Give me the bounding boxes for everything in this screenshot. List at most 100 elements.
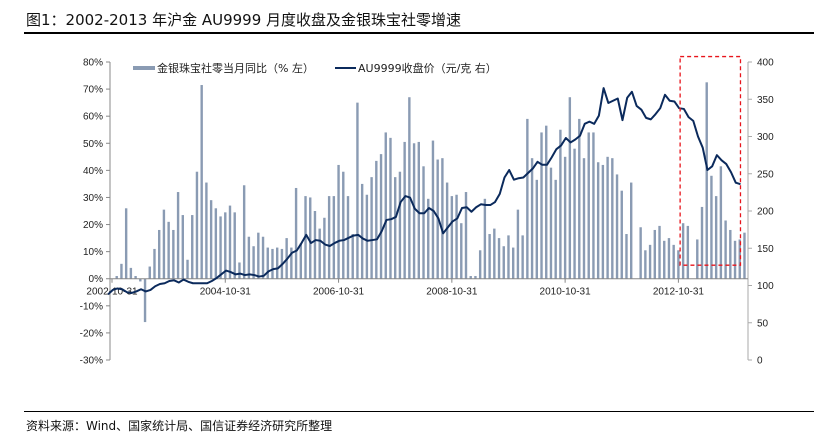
bar <box>271 248 274 279</box>
bar <box>252 246 255 279</box>
bar <box>375 160 378 279</box>
bar <box>408 97 411 279</box>
axes: 80% 70% 60% 50% 40% 30% 20% 10% 0% -10% -20% -30% 40… <box>80 58 774 367</box>
bar <box>464 192 468 279</box>
bar <box>299 243 302 279</box>
right-axis-tick-label: 350 <box>757 95 774 106</box>
bar <box>441 158 444 279</box>
left-axis-tick-label: 40% <box>83 166 103 177</box>
bar <box>573 148 576 279</box>
bar <box>512 247 515 279</box>
bar <box>200 85 203 279</box>
bar <box>507 235 510 279</box>
bar <box>143 278 147 323</box>
bar <box>238 262 241 279</box>
bar <box>247 236 251 279</box>
x-axis-tick-label: 2006-10-31 <box>313 287 365 298</box>
bar <box>549 167 553 279</box>
right-axis-tick-label: 250 <box>757 169 774 180</box>
bar <box>445 182 449 279</box>
x-axis-tick-label: 2008-10-31 <box>426 287 478 298</box>
bar <box>342 171 345 279</box>
bar <box>743 232 746 279</box>
source-divider <box>24 411 814 412</box>
bar <box>191 215 194 279</box>
bar <box>582 158 586 279</box>
legend: 金银珠宝社零当月同比（% 左） AU9999收盘价（元/克 右） <box>133 61 497 75</box>
bar <box>205 182 208 279</box>
bar <box>398 171 402 279</box>
bar <box>672 244 675 279</box>
left-axis-tick-label: 50% <box>83 139 103 150</box>
bar <box>115 276 118 279</box>
bar <box>379 154 383 279</box>
bar <box>360 183 364 279</box>
bar <box>658 225 661 279</box>
highlight-box <box>679 55 742 266</box>
bar <box>450 196 454 279</box>
bar <box>422 166 425 279</box>
bar <box>153 248 156 279</box>
bar <box>365 194 369 279</box>
bar <box>596 162 600 279</box>
legend-swatch-bar <box>133 66 155 70</box>
bar <box>630 182 633 279</box>
left-axis-tick-label: 10% <box>83 247 103 258</box>
right-axis-tick-label: 400 <box>757 58 774 69</box>
right-axis-tick-label: 200 <box>757 207 774 218</box>
bar <box>563 156 567 279</box>
right-axis-tick-label: 50 <box>757 318 769 329</box>
bar <box>648 244 652 279</box>
bar <box>526 118 529 279</box>
bar <box>214 208 218 279</box>
bar <box>644 250 647 279</box>
bar <box>394 177 397 279</box>
bar <box>224 212 227 279</box>
bar <box>474 276 477 279</box>
left-axis-tick-label: -30% <box>80 356 103 367</box>
bar <box>195 171 199 279</box>
bar <box>332 196 336 279</box>
bar <box>167 221 170 279</box>
bar <box>611 158 614 279</box>
line-series <box>107 87 741 296</box>
bar <box>493 228 496 279</box>
bar <box>455 194 458 279</box>
bar <box>318 228 321 279</box>
bar <box>606 156 609 279</box>
bar <box>667 238 671 279</box>
bar <box>535 179 538 279</box>
bar <box>290 247 293 279</box>
bar <box>483 198 487 279</box>
bar <box>733 240 737 279</box>
bar <box>412 143 416 279</box>
bar <box>620 190 623 279</box>
bar <box>370 177 373 279</box>
left-axis-tick-label: -10% <box>80 301 103 312</box>
bar <box>705 82 708 279</box>
bar <box>228 205 232 279</box>
bar <box>323 217 326 279</box>
bar <box>625 234 628 279</box>
bar <box>516 209 520 279</box>
left-axis-tick-label: 30% <box>83 193 103 204</box>
bar <box>568 97 572 279</box>
bar <box>615 174 619 279</box>
bar <box>313 211 317 279</box>
bar <box>677 250 680 279</box>
bar <box>460 223 463 279</box>
left-axis-tick-label: 60% <box>83 112 103 123</box>
left-axis-tick-label: -20% <box>80 328 103 339</box>
bar <box>351 234 354 279</box>
bar <box>559 129 562 279</box>
bar <box>724 220 727 279</box>
bar <box>554 179 557 279</box>
bar <box>233 212 236 279</box>
right-axis-tick-label: 150 <box>757 244 774 255</box>
bar <box>134 276 137 279</box>
bar <box>478 250 482 279</box>
bar <box>294 187 298 279</box>
chart: 80% 70% 60% 50% 40% 30% 20% 10% 0% -10% -20% -30% 40… <box>80 55 774 367</box>
bar <box>219 216 222 279</box>
x-axis-tick-label: 2002-10-31 <box>86 287 138 298</box>
